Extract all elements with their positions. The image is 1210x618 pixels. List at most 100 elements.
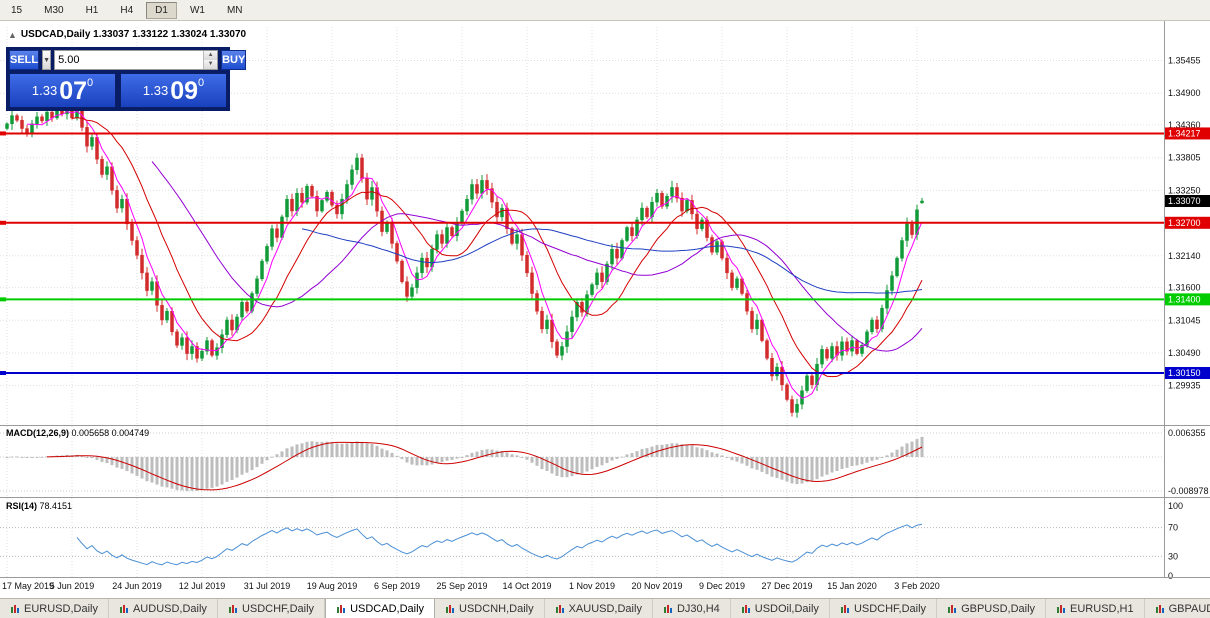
- macd-indicator-label: MACD(12,26,9) 0.005658 0.004749: [6, 428, 149, 438]
- chart-tab-label: USDCAD,Daily: [350, 603, 425, 615]
- chart-tab-label: DJ30,H4: [676, 603, 720, 615]
- volume-down-icon[interactable]: ▼: [204, 60, 218, 69]
- chart-tab-dj30-h4[interactable]: DJ30,H4: [653, 599, 731, 618]
- svg-text:6 Sep 2019: 6 Sep 2019: [374, 581, 420, 591]
- sell-price-major: 1.33: [31, 83, 58, 98]
- svg-text:1.34217: 1.34217: [1168, 128, 1201, 138]
- svg-text:1.34900: 1.34900: [1168, 88, 1201, 98]
- svg-text:1.32700: 1.32700: [1168, 218, 1201, 228]
- sell-button[interactable]: SELL: [9, 50, 40, 70]
- chart-tab-gbpaud-h1[interactable]: GBPAUD,H1: [1145, 599, 1210, 618]
- chart-tab-usdoil-daily[interactable]: USDOil,Daily: [731, 599, 830, 618]
- chart-tab-label: USDOil,Daily: [754, 603, 819, 615]
- svg-text:1 Nov 2019: 1 Nov 2019: [569, 581, 615, 591]
- one-click-collapse-icon[interactable]: ▲: [8, 29, 17, 40]
- chart-tab-icon: [741, 604, 751, 614]
- chart-area[interactable]: 1.354551.349001.343601.338051.332501.326…: [0, 21, 1210, 598]
- svg-text:12 Jul 2019: 12 Jul 2019: [179, 581, 226, 591]
- timeframe-button-15[interactable]: 15: [11, 4, 23, 16]
- svg-text:70: 70: [1168, 523, 1178, 533]
- chart-tab-icon: [947, 604, 957, 614]
- svg-text:0: 0: [1168, 571, 1173, 581]
- buy-price-button[interactable]: 1.33 09 0: [120, 73, 227, 108]
- chart-tab-gbpusd-daily[interactable]: GBPUSD,Daily: [937, 599, 1047, 618]
- svg-text:30: 30: [1168, 551, 1178, 561]
- chart-tab-icon: [10, 604, 20, 614]
- pane-separators: [0, 21, 1210, 578]
- svg-text:24 Jun 2019: 24 Jun 2019: [112, 581, 162, 591]
- moving-average-lines: [27, 110, 923, 399]
- volume-input[interactable]: [55, 51, 204, 69]
- svg-text:31 Jul 2019: 31 Jul 2019: [244, 581, 291, 591]
- macd-values: 0.005658 0.004749: [71, 428, 150, 438]
- chart-tab-icon: [119, 604, 129, 614]
- buy-price-pipette: 0: [198, 77, 205, 89]
- chart-tabs-bar: EURUSD,Daily AUDUSD,Daily USDCHF,Daily USDC…: [0, 598, 1210, 618]
- chart-tab-icon: [1155, 604, 1165, 614]
- svg-text:-0.008978: -0.008978: [1168, 486, 1209, 496]
- chart-tab-eurusd-daily[interactable]: EURUSD,Daily: [0, 599, 109, 618]
- svg-text:1.30490: 1.30490: [1168, 348, 1201, 358]
- timeframe-toolbar: 15 M30 H1 H4 D1 W1 MN: [0, 0, 1210, 21]
- timeframe-button-w1[interactable]: W1: [189, 4, 205, 16]
- chart-tab-usdcnh-daily[interactable]: USDCNH,Daily: [435, 599, 545, 618]
- timeframe-button-mn[interactable]: MN: [226, 4, 243, 16]
- grid: [0, 27, 1164, 577]
- svg-text:1.33070: 1.33070: [1168, 196, 1201, 206]
- chart-tab-usdchf-daily[interactable]: USDCHF,Daily: [218, 599, 326, 618]
- symbol-ohlc-header: ▲ USDCAD,Daily 1.33037 1.33122 1.33024 1…: [8, 29, 246, 40]
- chart-tab-label: GBPAUD,H1: [1168, 603, 1210, 615]
- macd-name: MACD(12,26,9): [6, 428, 70, 438]
- chart-tab-label: EURUSD,H1: [1070, 603, 1134, 615]
- chart-tab-icon: [840, 604, 850, 614]
- current-price-label: 1.33070: [1165, 195, 1210, 208]
- timeframe-button-h1[interactable]: H1: [85, 4, 99, 16]
- buy-button[interactable]: BUY: [221, 50, 247, 70]
- timeframe-button-h4[interactable]: H4: [120, 4, 134, 16]
- volume-spinner: ▲ ▼: [203, 51, 218, 69]
- svg-text:27 Dec 2019: 27 Dec 2019: [761, 581, 812, 591]
- volume-field: ▲ ▼: [54, 50, 219, 70]
- chart-tab-icon: [445, 604, 455, 614]
- sell-price-pips: 07: [59, 76, 87, 105]
- sell-price-pipette: 0: [87, 77, 94, 89]
- svg-text:1.31600: 1.31600: [1168, 283, 1201, 293]
- svg-text:19 Aug 2019: 19 Aug 2019: [307, 581, 358, 591]
- sell-price-button[interactable]: 1.33 07 0: [9, 73, 116, 108]
- svg-text:1.30150: 1.30150: [1168, 368, 1201, 378]
- volume-up-icon[interactable]: ▲: [204, 51, 218, 60]
- svg-text:9 Dec 2019: 9 Dec 2019: [699, 581, 745, 591]
- timeframe-button-d1[interactable]: D1: [146, 1, 177, 19]
- chart-tab-label: GBPUSD,Daily: [961, 603, 1036, 615]
- svg-text:14 Oct 2019: 14 Oct 2019: [502, 581, 551, 591]
- rsi-indicator-label: RSI(14) 78.4151: [6, 501, 72, 511]
- svg-text:1.34360: 1.34360: [1168, 120, 1201, 130]
- chart-tab-eurusd-h1[interactable]: EURUSD,H1: [1046, 599, 1145, 618]
- chart-tab-audusd-daily[interactable]: AUDUSD,Daily: [109, 599, 218, 618]
- svg-text:17 May 2019: 17 May 2019: [2, 581, 54, 591]
- rsi-name: RSI(14): [6, 501, 38, 511]
- one-click-trading-panel: SELL ▼ ▲ ▼ BUY 1.33 07 0 1.33 09 0: [6, 47, 247, 111]
- macd-pane: 0.006355 -0.008978: [0, 428, 1209, 496]
- volume-dropdown-button[interactable]: ▼: [42, 50, 52, 70]
- timeframe-button-m30[interactable]: M30: [44, 4, 64, 16]
- chart-tab-icon: [336, 604, 346, 614]
- rsi-value: 78.4151: [39, 501, 73, 511]
- svg-text:25 Sep 2019: 25 Sep 2019: [436, 581, 487, 591]
- candles: [5, 100, 924, 418]
- chart-tab-usdchf-daily[interactable]: USDCHF,Daily: [830, 599, 938, 618]
- chart-tab-usdcad-daily[interactable]: USDCAD,Daily: [325, 599, 436, 618]
- svg-text:1.33805: 1.33805: [1168, 153, 1201, 163]
- chart-tab-icon: [228, 604, 238, 614]
- chart-tab-label: EURUSD,Daily: [24, 603, 98, 615]
- svg-text:20 Nov 2019: 20 Nov 2019: [631, 581, 682, 591]
- svg-text:1.33250: 1.33250: [1168, 185, 1201, 195]
- horizontal-level-lines: 1.34217 1.32700 1.31400 1.30150: [0, 127, 1210, 379]
- chart-tab-icon: [555, 604, 565, 614]
- price-chart-canvas[interactable]: 1.354551.349001.343601.338051.332501.326…: [0, 21, 1210, 598]
- svg-text:100: 100: [1168, 501, 1183, 511]
- chart-tab-xauusd-daily[interactable]: XAUUSD,Daily: [545, 599, 653, 618]
- rsi-pane: 100 70 30 0: [0, 501, 1183, 581]
- chart-tab-icon: [663, 604, 673, 614]
